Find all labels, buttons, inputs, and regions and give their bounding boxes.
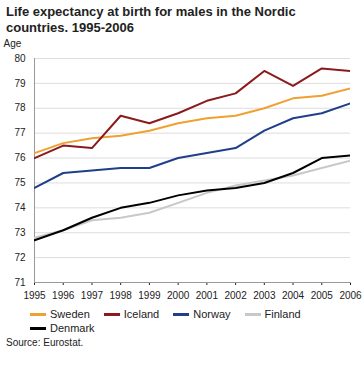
svg-text:77: 77 <box>14 127 26 138</box>
html-text:Source: Eurostat.: Source: Eurostat. <box>6 337 84 348</box>
svg-text:Age: Age <box>4 38 22 49</box>
html-text:Iceland: Iceland <box>123 308 160 320</box>
svg-text:2002: 2002 <box>224 290 247 301</box>
html-text:Life expectancy at birth for m: Life expectancy at birth for males in th… <box>6 4 296 35</box>
html-text:Denmark: Denmark <box>50 322 95 334</box>
svg-text:76: 76 <box>14 152 26 163</box>
svg-text:73: 73 <box>14 227 26 238</box>
svg-text:79: 79 <box>14 78 26 89</box>
html-text:Norway: Norway <box>193 308 231 320</box>
svg-text:75: 75 <box>14 177 26 188</box>
html-text:Sweden: Sweden <box>50 308 90 320</box>
svg-text:78: 78 <box>14 102 26 113</box>
svg-text:71: 71 <box>14 277 26 288</box>
svg-text:80: 80 <box>14 53 26 64</box>
svg-text:74: 74 <box>14 202 26 213</box>
svg-text:2004: 2004 <box>282 290 305 301</box>
svg-text:2005: 2005 <box>311 290 334 301</box>
svg-text:2000: 2000 <box>167 290 190 301</box>
svg-text:72: 72 <box>14 252 26 263</box>
svg-text:2006: 2006 <box>339 290 362 301</box>
svg-text:1995: 1995 <box>23 290 46 301</box>
svg-text:2003: 2003 <box>253 290 276 301</box>
svg-text:1999: 1999 <box>138 290 161 301</box>
svg-text:1996: 1996 <box>52 290 75 301</box>
svg-text:1997: 1997 <box>81 290 104 301</box>
svg-text:1998: 1998 <box>110 290 133 301</box>
html-text:Finland: Finland <box>264 308 301 320</box>
svg-text:2001: 2001 <box>196 290 219 301</box>
